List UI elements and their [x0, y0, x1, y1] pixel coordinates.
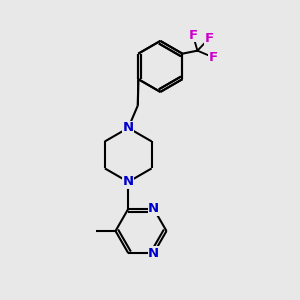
Text: F: F	[188, 28, 197, 42]
Text: N: N	[123, 176, 134, 188]
Text: N: N	[123, 122, 134, 134]
Text: F: F	[205, 32, 214, 45]
Text: N: N	[148, 247, 159, 260]
Text: F: F	[208, 51, 217, 64]
Text: N: N	[148, 202, 159, 215]
